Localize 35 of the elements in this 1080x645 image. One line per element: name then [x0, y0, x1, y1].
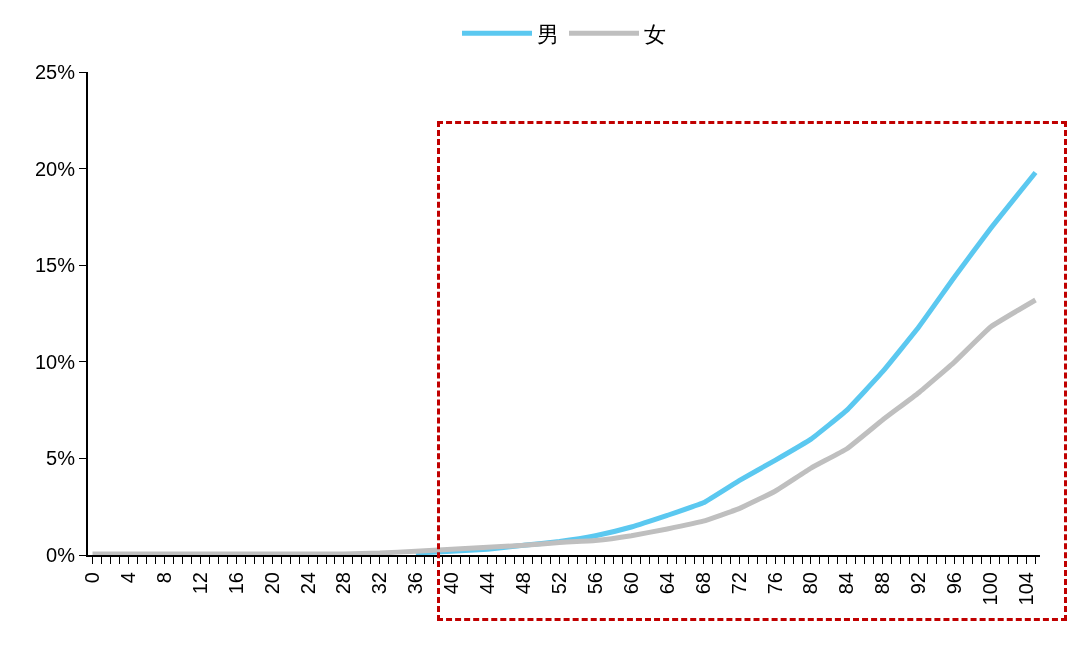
x-tick-label: 0	[80, 572, 103, 584]
y-tick-label: 10%	[34, 350, 76, 373]
x-tick-label: 52	[548, 572, 571, 595]
x-tick-label: 60	[619, 572, 642, 595]
x-tick-label: 100	[979, 572, 1002, 606]
x-tick-label: 44	[476, 572, 499, 595]
x-tick-label: 4	[116, 572, 139, 584]
x-tick-label: 92	[907, 572, 930, 595]
y-tick-label: 25%	[34, 61, 76, 83]
x-tick-label: 72	[727, 572, 750, 595]
y-tick-label: 5%	[46, 447, 76, 470]
legend-label: 女	[644, 21, 666, 47]
x-tick-label: 96	[943, 572, 966, 595]
x-tick-label: 40	[440, 572, 463, 595]
x-tick-label: 48	[512, 572, 535, 595]
x-tick-label: 36	[404, 572, 427, 595]
x-tick-label: 76	[763, 572, 786, 595]
x-tick-label: 28	[332, 572, 355, 595]
legend-label: 男	[537, 21, 559, 47]
y-tick-label: 0%	[46, 544, 76, 566]
x-tick-label: 8	[152, 572, 175, 584]
x-tick-label: 68	[691, 572, 714, 595]
x-tick-label: 20	[260, 572, 283, 595]
x-tick-label: 88	[871, 572, 894, 595]
x-tick-label: 56	[583, 572, 606, 595]
x-tick-label: 16	[224, 572, 247, 595]
x-tick-label: 12	[188, 572, 211, 595]
x-tick-label: 32	[368, 572, 391, 595]
x-tick-label: 84	[835, 572, 858, 595]
y-tick-label: 15%	[34, 254, 76, 277]
x-tick-label: 64	[655, 572, 678, 595]
x-tick-label: 104	[1015, 572, 1038, 606]
x-tick-label: 24	[296, 572, 319, 595]
x-tick-label: 80	[799, 572, 822, 595]
y-tick-label: 20%	[34, 157, 76, 180]
